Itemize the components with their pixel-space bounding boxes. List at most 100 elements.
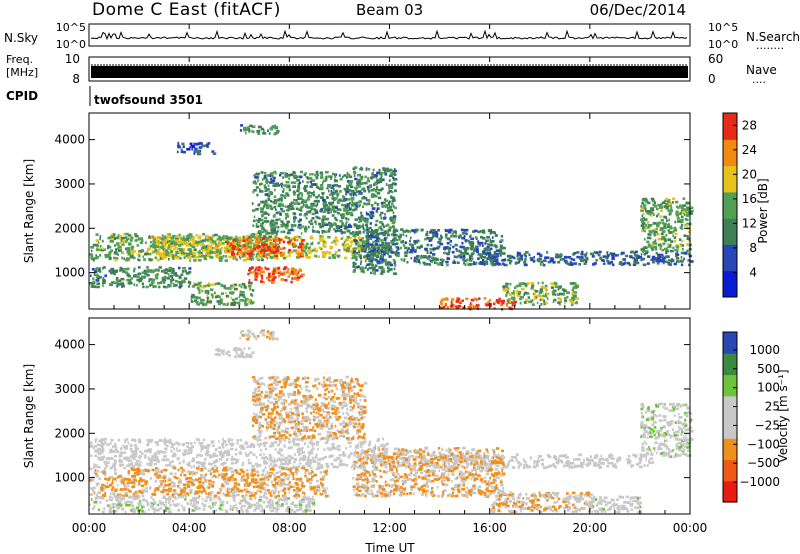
echo-cell (320, 176, 324, 179)
echo-cell (328, 201, 332, 205)
echo-cell (146, 438, 151, 442)
echo-cell (297, 202, 301, 205)
echo-cell (300, 232, 303, 235)
echo-cell (252, 232, 255, 236)
echo-cell (241, 463, 244, 467)
echo-cell (353, 464, 357, 467)
echo-cell (686, 237, 690, 241)
echo-cell (355, 224, 358, 228)
echo-cell (214, 459, 219, 463)
echo-cell (117, 249, 122, 252)
echo-cell (679, 226, 682, 229)
echo-cell (211, 295, 214, 299)
echo-cell (220, 292, 225, 295)
echo-cell (216, 249, 220, 252)
echo-cell (390, 251, 394, 254)
echo-cell (143, 258, 146, 261)
echo-cell (193, 252, 196, 255)
echo-cell (314, 254, 317, 258)
echo-cell (274, 235, 277, 238)
echo-cell (275, 208, 277, 211)
echo-cell (158, 450, 163, 453)
echo-cell (113, 256, 116, 260)
echo-cell (559, 253, 563, 256)
echo-cell (255, 256, 259, 260)
echo-cell (668, 218, 671, 222)
echo-cell (281, 171, 285, 175)
power-colorbar-swatch (723, 218, 737, 245)
cpid-panel: CPID twofsound 3501 (6, 86, 203, 107)
echo-cell (651, 243, 654, 247)
echo-cell (538, 292, 541, 295)
echo-cell (363, 217, 366, 220)
echo-cell (374, 253, 376, 256)
echo-cell (361, 175, 364, 179)
echo-cell (133, 250, 137, 253)
echo-cell (146, 462, 150, 466)
echo-cell (304, 189, 308, 192)
echo-cell (199, 249, 201, 253)
echo-cell (126, 247, 131, 250)
echo-cell (94, 440, 97, 444)
echo-cell (642, 198, 646, 202)
echo-cell (353, 223, 357, 226)
echo-cell (499, 303, 504, 307)
echo-cell (480, 256, 483, 260)
echo-cell (330, 177, 332, 181)
echo-cell (94, 438, 98, 441)
echo-cell (363, 196, 368, 200)
echo-cell (207, 247, 211, 250)
echo-cell (360, 211, 363, 215)
echo-cell (214, 448, 218, 452)
echo-cell (127, 274, 131, 278)
echo-cell (99, 235, 102, 238)
echo-cell (284, 196, 287, 199)
echo-cell (356, 207, 358, 211)
echo-cell (151, 236, 155, 239)
echo-cell (306, 192, 309, 195)
echo-cell (263, 254, 267, 257)
echo-cell (350, 250, 353, 253)
echo-cell (238, 295, 241, 299)
echo-cell (180, 150, 184, 153)
echo-cell (655, 259, 660, 263)
echo-cell (366, 254, 370, 257)
echo-cell (196, 287, 200, 290)
echo-cell (260, 182, 263, 186)
echo-cell (219, 256, 222, 259)
echo-cell (363, 202, 366, 205)
echo-cell (363, 255, 365, 259)
echo-cell (125, 445, 128, 448)
echo-cell (359, 262, 362, 266)
nsky-panel: N.Sky 10^5 10^0 10^5 10^0 N.Search .....… (4, 21, 800, 52)
echo-cell (162, 281, 166, 284)
echo-cell (353, 247, 357, 250)
echo-cell (310, 195, 312, 198)
echo-cell (90, 443, 92, 447)
echo-cell (154, 248, 158, 252)
echo-cell (366, 453, 371, 457)
echo-cell (194, 256, 199, 259)
echo-cell (205, 252, 207, 255)
echo-cell (159, 257, 164, 260)
echo-cell (339, 178, 343, 181)
echo-cell (419, 261, 421, 265)
echo-cell (443, 305, 446, 309)
echo-cell (113, 237, 117, 240)
echo-cell (431, 231, 436, 235)
freq-left-tick-top: 10 (65, 52, 80, 66)
echo-cell (381, 452, 386, 455)
echo-cell (167, 285, 171, 288)
echo-cell (127, 234, 132, 237)
echo-cell (276, 249, 280, 252)
echo-cell (138, 258, 141, 262)
echo-cell (281, 209, 286, 213)
echo-cell (270, 244, 273, 247)
echo-cell (676, 206, 680, 209)
echo-cell (104, 442, 106, 446)
echo-cell (308, 220, 311, 224)
echo-cell (182, 279, 185, 282)
echo-cell (270, 246, 274, 250)
echo-cell (445, 297, 449, 300)
echo-cell (665, 251, 668, 255)
